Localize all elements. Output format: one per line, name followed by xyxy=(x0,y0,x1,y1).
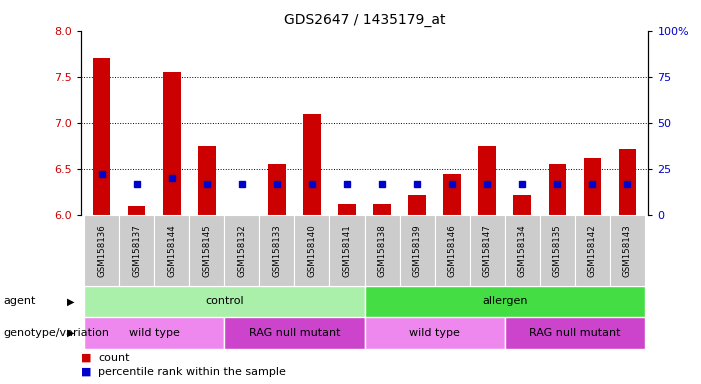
Bar xyxy=(224,317,365,349)
Text: GSM158135: GSM158135 xyxy=(553,224,562,277)
Text: ▶: ▶ xyxy=(67,328,74,338)
Text: GSM158136: GSM158136 xyxy=(97,224,106,277)
Text: GSM158139: GSM158139 xyxy=(413,224,421,277)
Text: GSM158141: GSM158141 xyxy=(343,224,351,277)
Text: agent: agent xyxy=(4,296,36,306)
Bar xyxy=(303,114,320,215)
Bar xyxy=(505,317,645,349)
Bar xyxy=(294,215,329,286)
Bar xyxy=(435,215,470,286)
Bar xyxy=(374,204,391,215)
Text: ▶: ▶ xyxy=(67,296,74,306)
Text: GSM158140: GSM158140 xyxy=(308,224,316,277)
Bar xyxy=(128,206,146,215)
Bar xyxy=(549,164,566,215)
Bar xyxy=(198,146,216,215)
Text: RAG null mutant: RAG null mutant xyxy=(529,328,620,338)
Bar xyxy=(84,286,365,317)
Title: GDS2647 / 1435179_at: GDS2647 / 1435179_at xyxy=(284,13,445,27)
Bar xyxy=(154,215,189,286)
Text: GSM158147: GSM158147 xyxy=(483,224,491,277)
Bar xyxy=(93,58,111,215)
Text: GSM158146: GSM158146 xyxy=(448,224,456,277)
Text: wild type: wild type xyxy=(129,328,179,338)
Bar xyxy=(365,317,505,349)
Bar xyxy=(259,215,294,286)
Text: GSM158145: GSM158145 xyxy=(203,224,211,277)
Bar xyxy=(584,158,601,215)
Bar xyxy=(84,317,224,349)
Text: GSM158134: GSM158134 xyxy=(518,224,526,277)
Text: GSM158142: GSM158142 xyxy=(588,224,597,277)
Bar xyxy=(478,146,496,215)
Text: ■: ■ xyxy=(81,367,91,377)
Bar xyxy=(514,195,531,215)
Text: ■: ■ xyxy=(81,353,91,363)
Text: percentile rank within the sample: percentile rank within the sample xyxy=(98,367,286,377)
Text: allergen: allergen xyxy=(482,296,527,306)
Bar xyxy=(189,215,224,286)
Bar xyxy=(505,215,540,286)
Text: GSM158144: GSM158144 xyxy=(168,224,176,277)
Text: RAG null mutant: RAG null mutant xyxy=(249,328,340,338)
Text: GSM158143: GSM158143 xyxy=(623,224,632,277)
Bar xyxy=(409,195,426,215)
Text: genotype/variation: genotype/variation xyxy=(4,328,109,338)
Bar xyxy=(163,72,181,215)
Text: control: control xyxy=(205,296,244,306)
Bar xyxy=(268,164,286,215)
Bar xyxy=(84,215,119,286)
Text: GSM158133: GSM158133 xyxy=(273,224,281,277)
Bar xyxy=(470,215,505,286)
Text: count: count xyxy=(98,353,130,363)
Bar xyxy=(365,286,645,317)
Bar xyxy=(610,215,645,286)
Bar xyxy=(400,215,435,286)
Bar xyxy=(339,204,356,215)
Text: GSM158138: GSM158138 xyxy=(378,224,386,277)
Bar xyxy=(619,149,637,215)
Bar xyxy=(329,215,365,286)
Bar xyxy=(575,215,610,286)
Text: wild type: wild type xyxy=(409,328,460,338)
Bar xyxy=(224,215,259,286)
Bar xyxy=(119,215,154,286)
Bar xyxy=(365,215,400,286)
Bar xyxy=(444,174,461,215)
Bar xyxy=(540,215,575,286)
Text: GSM158132: GSM158132 xyxy=(238,224,246,277)
Text: GSM158137: GSM158137 xyxy=(132,224,141,277)
